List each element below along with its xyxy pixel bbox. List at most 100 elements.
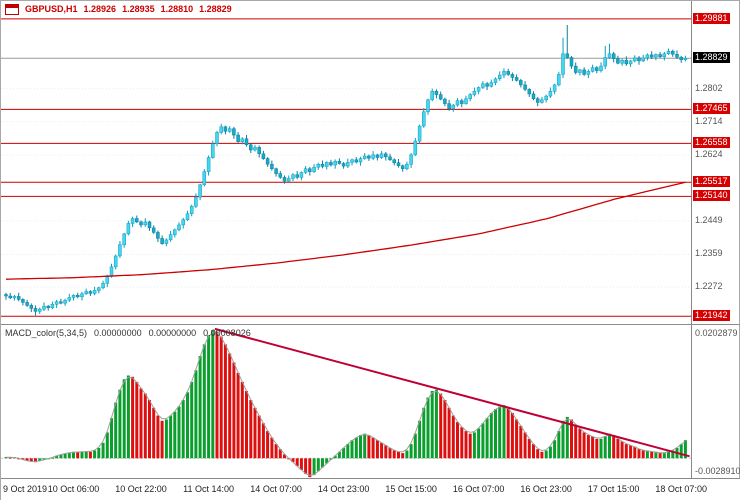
macd-bar bbox=[55, 455, 59, 459]
macd-bar bbox=[380, 442, 384, 459]
candle bbox=[417, 125, 422, 142]
candle bbox=[489, 82, 494, 87]
macd-bar bbox=[207, 335, 211, 459]
macd-bar bbox=[126, 375, 130, 459]
candle bbox=[514, 77, 519, 81]
macd-bar bbox=[261, 423, 265, 459]
macd-bar bbox=[570, 419, 573, 459]
candle bbox=[472, 90, 477, 95]
macd-bar bbox=[346, 444, 350, 459]
macd-bar bbox=[409, 444, 413, 459]
candle bbox=[645, 54, 650, 59]
macd-bar bbox=[548, 446, 552, 459]
macd-axis-max: 0.0202879 bbox=[695, 328, 738, 338]
macd-bar bbox=[519, 425, 523, 459]
candle bbox=[211, 143, 215, 158]
macd-bar bbox=[481, 423, 485, 459]
candle bbox=[662, 53, 667, 58]
macd-bar bbox=[658, 453, 662, 459]
macd-indicator-label: MACD_color(5,34,5) 0.00000000 0.00000000… bbox=[5, 328, 251, 339]
symbol-period-label: GBPUSD,H1 bbox=[25, 4, 78, 14]
candle bbox=[240, 138, 245, 143]
candle bbox=[409, 154, 413, 165]
macd-bar bbox=[485, 418, 489, 459]
macd-bar bbox=[612, 435, 616, 459]
price-axis[interactable]: 1.2802 1.2714 1.2624 1.2449 1.2359 1.2272 1.29… bbox=[691, 1, 740, 478]
macd-bar bbox=[354, 437, 358, 459]
macd-bar bbox=[561, 420, 565, 459]
candle bbox=[346, 162, 350, 167]
candle bbox=[206, 157, 211, 172]
macd-bar bbox=[574, 424, 578, 459]
macd-histogram bbox=[4, 330, 687, 478]
macd-bar bbox=[608, 433, 611, 459]
macd-bar bbox=[515, 419, 519, 459]
candle bbox=[358, 158, 363, 163]
candle bbox=[84, 291, 88, 294]
macd-bar bbox=[25, 458, 29, 461]
macd-bar bbox=[498, 406, 502, 459]
candle bbox=[683, 58, 688, 61]
macd-bar bbox=[240, 381, 244, 459]
macd-bar bbox=[464, 431, 468, 459]
candle bbox=[139, 221, 143, 226]
candle bbox=[455, 100, 460, 106]
candle bbox=[535, 98, 540, 103]
macd-bar bbox=[253, 407, 257, 459]
time-axis[interactable]: 9 Oct 2019 10 Oct 06:00 10 Oct 22:00 11 Oct… bbox=[1, 478, 740, 501]
time-axis-label: 10 Oct 06:00 bbox=[47, 484, 100, 494]
macd-bar bbox=[164, 419, 168, 459]
candle bbox=[341, 163, 346, 167]
candle bbox=[12, 296, 17, 299]
candle bbox=[232, 128, 236, 136]
candle bbox=[249, 144, 253, 151]
price-axis-label: 1.2359 bbox=[695, 248, 723, 259]
macd-name: MACD_color(5,34,5) bbox=[5, 328, 88, 338]
macd-bar bbox=[637, 449, 641, 459]
time-axis-label: 15 Oct 15:00 bbox=[385, 484, 437, 494]
macd-bar bbox=[401, 453, 405, 459]
macd-bar bbox=[578, 428, 582, 459]
candle bbox=[177, 224, 181, 231]
macd-bar bbox=[422, 407, 426, 459]
price-axis-label: 1.2272 bbox=[695, 281, 723, 292]
macd-bar bbox=[375, 440, 379, 459]
macd-bar bbox=[654, 451, 658, 459]
candle bbox=[578, 69, 582, 73]
hline-price-label: 1.25140 bbox=[693, 190, 730, 202]
moving-average-line bbox=[5, 181, 686, 280]
candle bbox=[257, 147, 261, 155]
candle bbox=[603, 57, 607, 67]
candle bbox=[38, 308, 42, 312]
macd-bar bbox=[177, 406, 181, 459]
candle bbox=[367, 155, 371, 159]
candle bbox=[561, 53, 565, 75]
macd-bar bbox=[152, 407, 156, 459]
macd-bar bbox=[641, 450, 645, 459]
macd-bar bbox=[418, 420, 422, 459]
macd-bar bbox=[367, 435, 371, 459]
candle bbox=[611, 53, 616, 59]
candle bbox=[438, 94, 443, 100]
macd-bar bbox=[595, 438, 599, 459]
candle bbox=[405, 163, 409, 169]
macd-axis-min: -0.0028910 bbox=[695, 466, 740, 476]
macd-bar bbox=[202, 344, 206, 459]
candle bbox=[156, 232, 160, 239]
quote-close: 1.28829 bbox=[199, 4, 232, 14]
macd-bar bbox=[451, 415, 455, 459]
macd-bar bbox=[472, 432, 476, 459]
candle bbox=[527, 89, 532, 95]
macd-bar bbox=[683, 440, 687, 459]
candle bbox=[371, 154, 375, 159]
macd-value-1: 0.00000000 bbox=[94, 328, 142, 338]
candle bbox=[565, 53, 570, 58]
macd-bar bbox=[76, 452, 80, 459]
macd-bar bbox=[274, 444, 278, 459]
macd-bar bbox=[460, 427, 464, 459]
macd-bar bbox=[257, 415, 261, 459]
quote-high: 1.28935 bbox=[122, 4, 155, 14]
candle bbox=[666, 50, 671, 55]
candle bbox=[590, 67, 595, 72]
